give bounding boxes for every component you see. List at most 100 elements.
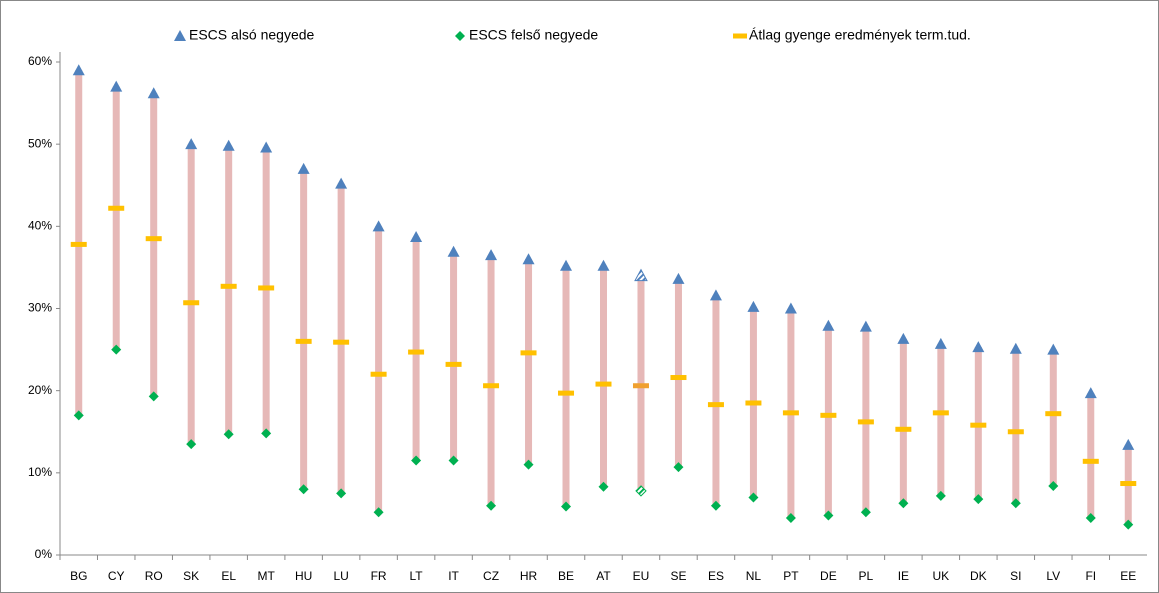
dash-marker [857, 419, 874, 425]
triangle-marker [110, 80, 123, 92]
diamond-marker [523, 459, 534, 470]
range-bar [187, 144, 195, 445]
diamond-marker [710, 500, 721, 511]
dash-marker [220, 283, 237, 289]
range-bar [112, 86, 120, 350]
triangle-marker [747, 300, 760, 312]
x-tick-label: BG [70, 569, 87, 583]
range-bar [937, 343, 945, 496]
dash-marker [932, 410, 949, 416]
diamond-marker [261, 428, 272, 439]
x-tick-label: EL [221, 569, 236, 583]
triangle-marker [297, 162, 310, 174]
x-tick-label: UK [933, 569, 950, 583]
triangle-marker [897, 332, 910, 344]
x-tick-label: IT [448, 569, 459, 583]
range-bar [450, 251, 458, 461]
dash-marker [558, 390, 575, 396]
x-tick-label: BE [558, 569, 574, 583]
triangle-marker [410, 231, 423, 243]
triangle-marker [522, 253, 535, 265]
dash-marker [295, 338, 312, 344]
y-tick-label: 60% [28, 54, 52, 68]
range-bar [225, 145, 233, 435]
triangle-marker [859, 320, 872, 332]
legend-marker [174, 30, 186, 41]
diamond-marker [448, 455, 459, 466]
dash-marker [670, 375, 687, 381]
dash-marker [408, 349, 425, 355]
range-bar [487, 255, 495, 506]
x-tick-label: HU [295, 569, 312, 583]
triangle-marker [972, 341, 985, 353]
x-tick-label: SE [670, 569, 686, 583]
x-tick-label: LV [1046, 569, 1060, 583]
dash-marker [632, 383, 649, 389]
x-tick-label: EU [633, 569, 650, 583]
range-bar [562, 265, 570, 507]
dash-marker [108, 205, 125, 211]
diamond-marker [73, 410, 84, 421]
x-tick-label: SI [1010, 569, 1021, 583]
triangle-marker [672, 272, 685, 284]
y-tick-label: 0% [35, 547, 53, 561]
triangle-marker [822, 319, 835, 331]
diamond-marker [598, 481, 609, 492]
x-tick-label: HR [520, 569, 538, 583]
x-tick-label: FR [371, 569, 387, 583]
dash-marker [820, 412, 837, 418]
triangle-marker [709, 289, 722, 301]
dash-marker [483, 383, 500, 389]
diamond-marker [823, 510, 834, 521]
dash-marker [145, 236, 162, 242]
dash-marker [895, 426, 912, 432]
range-bar [375, 226, 383, 513]
range-bar [600, 265, 607, 487]
x-tick-label: LT [410, 569, 424, 583]
triangle-marker [634, 268, 648, 282]
x-tick-label: SK [183, 569, 199, 583]
triangle-marker [1009, 342, 1022, 354]
dash-marker [183, 300, 200, 306]
triangle-marker [447, 245, 460, 257]
diamond-marker [635, 485, 647, 497]
triangle-marker [1047, 343, 1060, 355]
triangle-marker [485, 249, 498, 261]
triangle-marker [1084, 387, 1097, 399]
triangle-marker [185, 138, 198, 150]
x-tick-label: DE [820, 569, 837, 583]
range-bar [337, 183, 345, 494]
legend-label: ESCS felső negyede [469, 27, 598, 43]
legend-label: Átlag gyenge eredmények term.tud. [749, 27, 971, 43]
dash-marker [970, 422, 987, 428]
x-tick-label: PT [783, 569, 799, 583]
range-bar [712, 295, 720, 506]
range-bar [674, 278, 682, 468]
diamond-marker [935, 490, 946, 501]
x-tick-label: CZ [483, 569, 499, 583]
diamond-marker [973, 494, 984, 505]
range-bar [150, 93, 158, 397]
range-bar [824, 325, 832, 516]
diamond-marker [1010, 498, 1021, 509]
y-tick-label: 40% [28, 219, 52, 233]
range-bar [899, 338, 907, 504]
triangle-marker [260, 141, 273, 153]
dash-marker [1045, 411, 1062, 417]
dash-marker [1082, 458, 1099, 464]
x-tick-label: FI [1085, 569, 1096, 583]
range-bar [412, 237, 420, 461]
legend-marker [455, 31, 465, 41]
y-tick-label: 50% [28, 136, 52, 150]
dash-marker [370, 371, 387, 377]
dash-marker [1120, 481, 1137, 487]
diamond-marker [1048, 480, 1059, 491]
diamond-marker [148, 391, 159, 402]
diamond-marker [373, 507, 384, 518]
diamond-marker [748, 492, 759, 503]
diamond-marker [223, 429, 234, 440]
diamond-marker [860, 507, 871, 518]
dash-marker [595, 381, 612, 387]
dash-marker [333, 339, 350, 345]
diamond-marker [186, 439, 197, 450]
